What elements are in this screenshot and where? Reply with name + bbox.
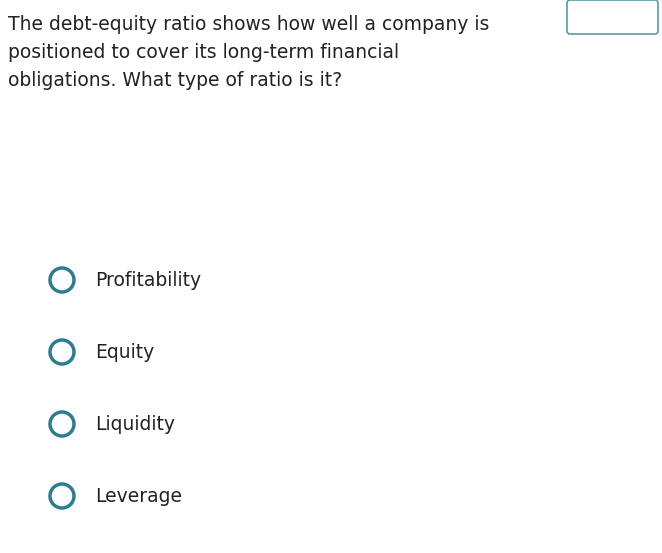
Text: Leverage: Leverage bbox=[95, 487, 182, 505]
Text: Liquidity: Liquidity bbox=[95, 415, 175, 434]
Text: The debt-equity ratio shows how well a company is
positioned to cover its long-t: The debt-equity ratio shows how well a c… bbox=[8, 15, 489, 90]
Text: Profitability: Profitability bbox=[95, 270, 201, 290]
FancyBboxPatch shape bbox=[567, 0, 658, 34]
Text: Equity: Equity bbox=[95, 342, 154, 362]
